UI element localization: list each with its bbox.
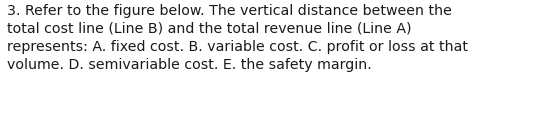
Text: 3. Refer to the figure below. The vertical distance between the
total cost line : 3. Refer to the figure below. The vertic… (7, 4, 468, 72)
